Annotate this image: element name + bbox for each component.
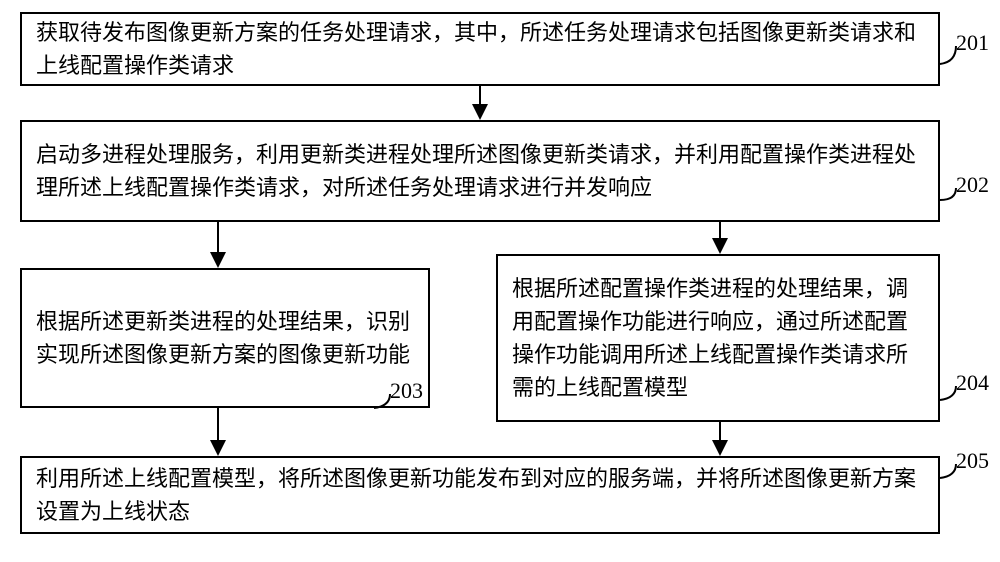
step-label-203: 203 (390, 378, 423, 404)
flow-node-text: 获取待发布图像更新方案的任务处理请求，其中，所述任务处理请求包括图像更新类请求和… (36, 16, 924, 82)
flow-node-201: 获取待发布图像更新方案的任务处理请求，其中，所述任务处理请求包括图像更新类请求和… (20, 12, 940, 86)
step-label-201: 201 (956, 30, 989, 56)
step-label-202: 202 (956, 172, 989, 198)
step-label-205: 205 (956, 448, 989, 474)
flow-node-text: 根据所述配置操作类进程的处理结果，调用配置操作功能进行响应，通过所述配置操作功能… (512, 272, 924, 404)
step-label-204: 204 (956, 370, 989, 396)
flow-node-205: 利用所述上线配置模型，将所述图像更新功能发布到对应的服务端，并将所述图像更新方案… (20, 456, 940, 534)
flow-node-text: 启动多进程处理服务，利用更新类进程处理所述图像更新类请求，并利用配置操作类进程处… (36, 138, 924, 204)
flow-node-text: 利用所述上线配置模型，将所述图像更新功能发布到对应的服务端，并将所述图像更新方案… (36, 462, 924, 528)
flow-node-202: 启动多进程处理服务，利用更新类进程处理所述图像更新类请求，并利用配置操作类进程处… (20, 120, 940, 222)
flow-node-203: 根据所述更新类进程的处理结果，识别实现所述图像更新方案的图像更新功能 (20, 268, 430, 408)
flow-node-text: 根据所述更新类进程的处理结果，识别实现所述图像更新方案的图像更新功能 (36, 305, 414, 371)
flowchart-canvas: 获取待发布图像更新方案的任务处理请求，其中，所述任务处理请求包括图像更新类请求和… (0, 0, 1000, 562)
flow-node-204: 根据所述配置操作类进程的处理结果，调用配置操作功能进行响应，通过所述配置操作功能… (496, 254, 940, 422)
